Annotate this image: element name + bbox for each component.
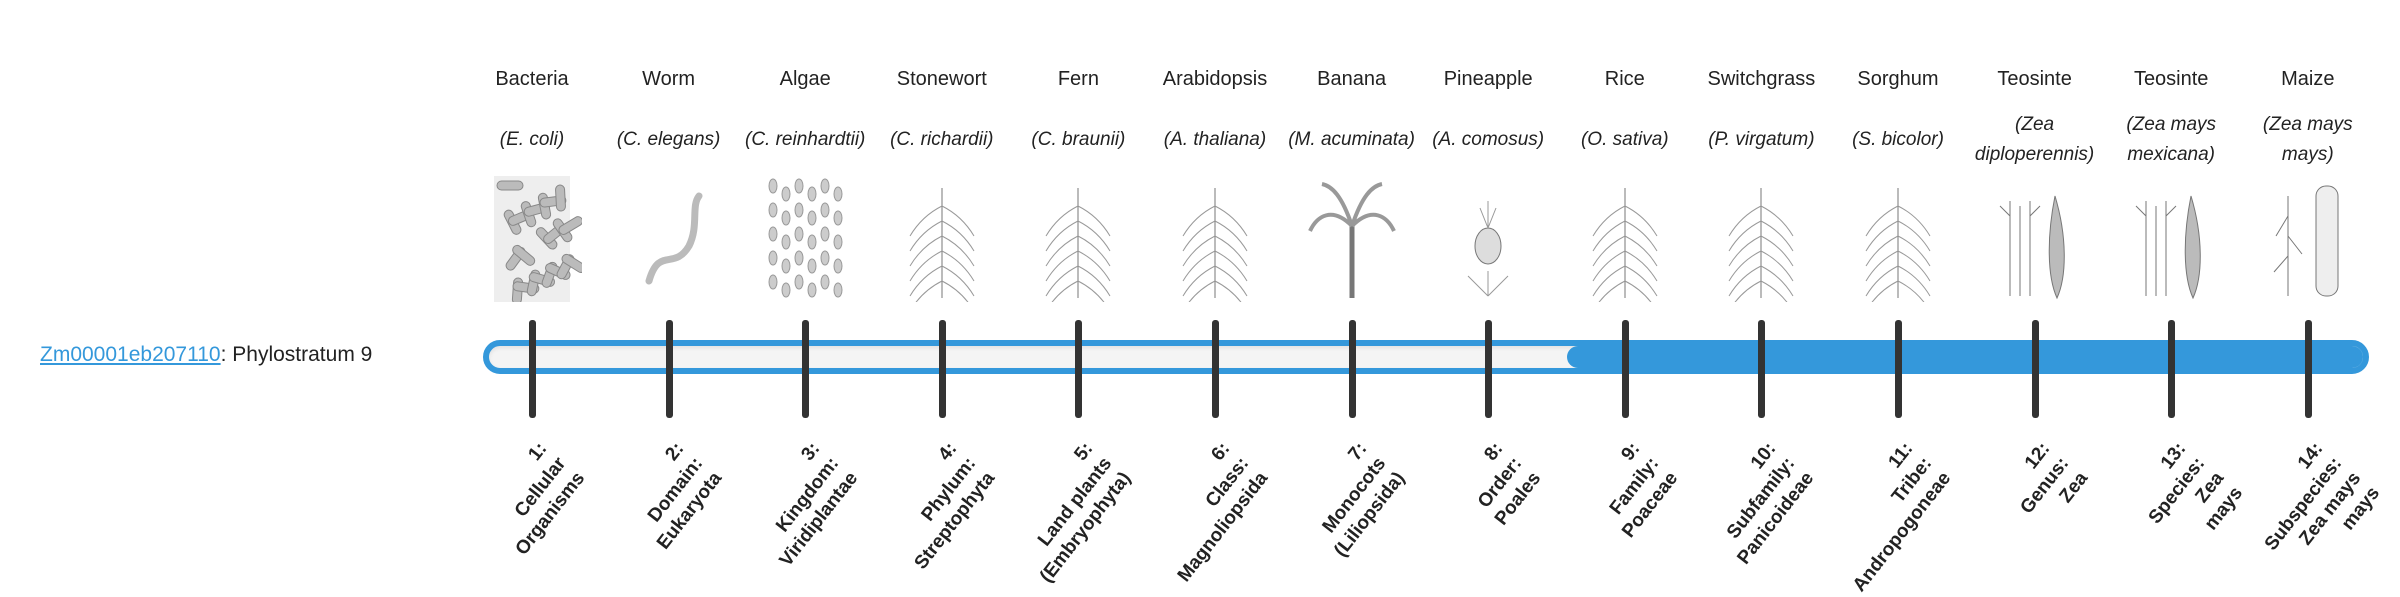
stratum-tick [802,320,810,418]
banana-icon [1307,182,1396,298]
organism-image [2242,176,2374,302]
phylostratum-label: 13: Species: Zea mays [2125,438,2249,559]
phylostratum-label: 14: Subspecies: Zea mays mays [2241,438,2386,585]
teosinte-icon [1999,195,2065,300]
stonewort-icon [909,188,975,312]
bacteria-icon [494,176,586,305]
organism-common-name: Algae [779,68,831,90]
stratum-tick [1758,320,1766,418]
organism-common-name: Sorghum [1857,68,1939,90]
organism-image [466,176,598,305]
organism-scientific-name: (E. coli) [499,129,565,150]
organism-image [2105,176,2237,302]
stratum-tick [2168,320,2176,418]
organism-scientific-name: (C. reinhardtii) [745,129,866,150]
organism-scientific-name: (C. richardii) [890,129,994,150]
phylostratum-bar [483,340,2369,374]
organism-scientific-name: (A. thaliana) [1163,129,1267,150]
phylostratum-label: 1: Cellular Organisms [473,438,591,561]
phylostratum-label: 3: Kingdom: Viridiplantae [737,438,864,572]
worm-icon [645,192,703,285]
stratum-tick [2304,320,2312,418]
organism-common-name: Bacteria [495,68,569,90]
phylostratum-label: 2: Domain: Eukaryota [614,438,727,555]
organism-image [1832,176,1964,312]
organism-image [876,176,1008,312]
stratum-tick [1621,320,1629,418]
organism-image [1559,176,1691,312]
organism-common-name: Stonewort [896,68,987,90]
switchgrass-icon [1728,188,1794,312]
organism-common-name: Switchgrass [1707,68,1816,90]
organism-scientific-name: (C. elegans) [616,129,721,150]
phylostratum-label: 7: Monocots (Liliopsida) [1291,438,1410,562]
phylostratum-label: 9: Family: Poaceae [1579,438,1683,543]
organism-common-name: Pineapple [1443,68,1533,90]
pineapple-icon [1467,201,1509,297]
organism-common-name: Maize [2281,68,2335,90]
organism-common-name: Teosinte [1997,68,2072,90]
teosinte-icon [2135,195,2201,300]
organism-scientific-name: (Zea mays mays) [2262,114,2353,165]
organism-image [1422,176,1554,302]
organism-scientific-name: (P. virgatum) [1708,129,1815,150]
organism-image [603,176,735,302]
organism-scientific-name: (A. comosus) [1432,129,1545,150]
organism-common-name: Teosinte [2133,68,2209,90]
stratum-tick [938,320,946,418]
stratum-tick [1895,320,1902,418]
stratum-tick [1075,320,1083,418]
organism-common-name: Worm [642,68,696,90]
stratum-tick [1485,320,1493,418]
organism-image [1695,176,1827,312]
stratum-tick [529,320,536,418]
organism-image [1969,176,2101,302]
stratum-tick [1212,320,1219,418]
phylostratum-label: 12: Genus: Zea [1996,438,2093,534]
stratum-tick [2031,320,2039,418]
arabidopsis-icon [1182,188,1248,312]
stratum-tick [665,320,673,418]
organism-common-name: Arabidopsis [1162,68,1268,90]
organism-image [1286,176,1418,302]
phylostratum-label: 10: Subfamily: Panicoideae [1695,438,1820,570]
phylostratum-bar-fill [1566,346,2363,368]
stratum-tick [1348,320,1356,418]
organism-common-name: Rice [1604,68,1645,90]
organism-scientific-name: (C. braunii) [1031,129,1126,150]
phylostratum-label: 8: Order: Poales [1452,438,1546,531]
phylostratum-label: 11: Tribe: Andropogoneae [1810,438,1956,597]
organism-scientific-name: (O. sativa) [1580,129,1669,150]
rice-icon [1592,188,1658,312]
organism-scientific-name: (M. acuminata) [1288,129,1415,150]
phylostratum-label: 5: Land plants (Embryophyta) [998,438,1137,588]
fern-icon [1045,188,1111,312]
maize-icon [2273,185,2339,297]
phylostratum-label: 4: Phylum: Streptophyta [872,438,1001,575]
organism-common-name: Banana [1317,68,1387,90]
sorghum-icon [1865,188,1931,312]
organism-scientific-name: (Zea mays mexicana) [2126,114,2217,165]
gene-id-link[interactable]: Zm00001eb207110 [40,343,221,366]
organism-image [739,176,871,302]
organism-image [1149,176,1281,312]
phylostratum-label: 6: Class: Magnoliopsida [1135,438,1274,587]
organism-common-name: Fern [1057,68,1099,90]
organism-scientific-name: (S. bicolor) [1852,129,1944,150]
phylostratum-text: : Phylostratum 9 [220,343,373,366]
gene-phylostratum-label: Zm00001eb207110: Phylostratum 9 [40,340,372,370]
organism-image [1012,176,1144,312]
algae-icon [768,178,843,298]
organism-scientific-name: (Zea diploperennis) [1974,114,2095,165]
